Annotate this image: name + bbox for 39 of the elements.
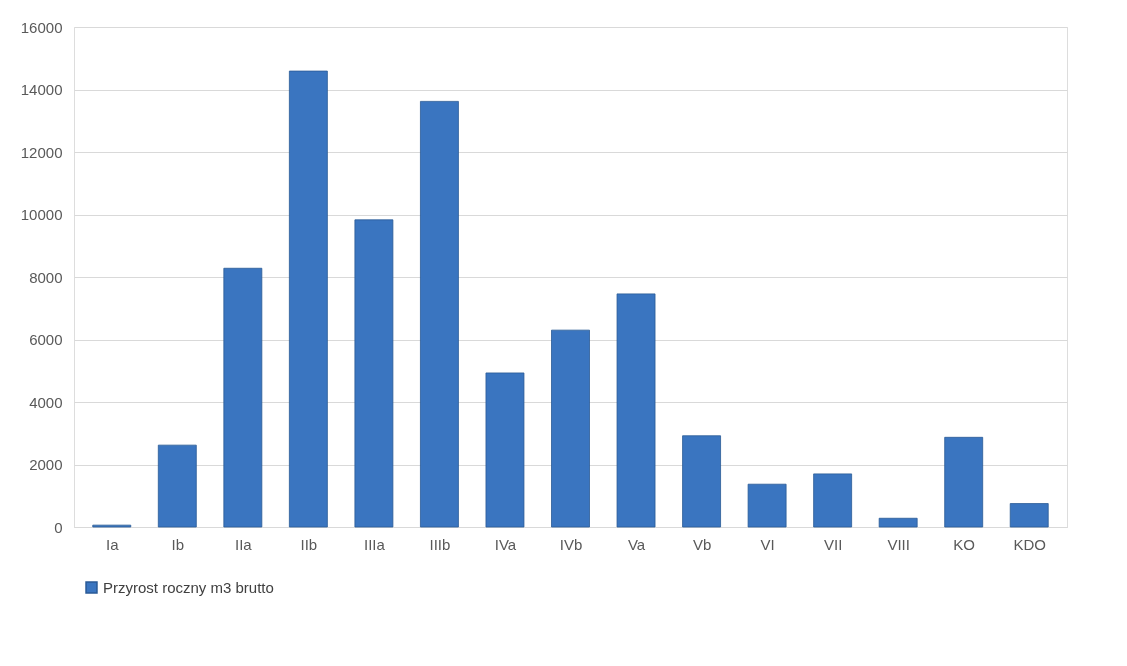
bar	[157, 444, 197, 528]
bar	[551, 329, 590, 528]
y-tick-label: 4000	[29, 393, 63, 411]
x-tick-label: KO	[953, 535, 976, 553]
bar	[944, 436, 984, 528]
y-tick-label: 12000	[20, 143, 63, 161]
x-tick-label: IIb	[300, 535, 318, 553]
x-tick-label: IIa	[234, 535, 253, 553]
x-tick-label: Va	[627, 535, 646, 553]
bar	[878, 517, 918, 528]
y-tick-label: 0	[54, 518, 63, 536]
bar	[223, 267, 263, 528]
x-tick-label: IVb	[559, 535, 583, 553]
y-tick-label: 14000	[20, 81, 63, 98]
bar	[485, 372, 525, 528]
x-tick-label: VII	[823, 535, 843, 553]
bar	[747, 483, 787, 528]
x-tick-label: Ib	[171, 535, 185, 553]
legend-label: Przyrost roczny m3 brutto	[103, 578, 274, 596]
bar	[354, 219, 394, 528]
y-tick-label: 6000	[29, 331, 63, 348]
x-tick-label: VIII	[887, 535, 910, 553]
x-tick-label: KDO	[1013, 535, 1046, 553]
x-tick-label: Vb	[692, 535, 712, 553]
bar	[1009, 503, 1049, 528]
y-tick-label: 10000	[20, 206, 63, 223]
bar	[288, 70, 328, 528]
x-tick-label: VI	[760, 535, 775, 553]
bar	[813, 473, 853, 528]
y-tick-label: 16000	[20, 18, 63, 36]
x-tick-label: IIIb	[429, 535, 451, 553]
x-tick-label: Ia	[106, 535, 120, 553]
y-tick-label: 2000	[29, 456, 63, 473]
x-tick-label: IIIa	[363, 535, 386, 553]
bar	[616, 293, 656, 528]
bar	[420, 100, 459, 528]
bar	[682, 435, 721, 528]
x-tick-label: IVa	[494, 535, 517, 553]
y-tick-label: 8000	[29, 268, 63, 286]
